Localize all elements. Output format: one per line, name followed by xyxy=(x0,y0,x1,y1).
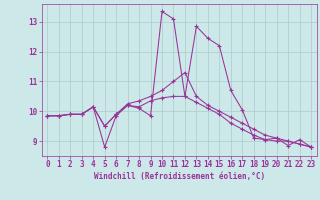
X-axis label: Windchill (Refroidissement éolien,°C): Windchill (Refroidissement éolien,°C) xyxy=(94,172,265,181)
